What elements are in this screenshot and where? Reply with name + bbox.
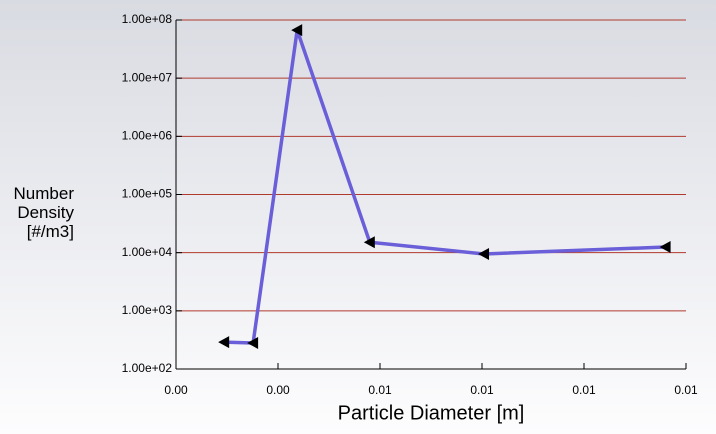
- marker: [247, 336, 259, 349]
- marker: [478, 247, 490, 260]
- marker: [363, 236, 375, 249]
- x-tick-label: 0.01: [368, 383, 392, 397]
- y-tick-label: 1.00e+03: [122, 303, 173, 317]
- x-tick-label: 0.01: [674, 383, 698, 397]
- y-tick-label: 1.00e+02: [122, 361, 173, 375]
- y-tick-label: 1.00e+06: [122, 129, 173, 143]
- y-tick-label: 1.00e+05: [122, 187, 173, 201]
- y-tick-label: 1.00e+08: [122, 12, 173, 26]
- y-axis-title: Number Density [#/m3]: [13, 184, 74, 241]
- y-tick-label: 1.00e+07: [122, 70, 173, 84]
- x-tick-label: 0.00: [164, 383, 188, 397]
- x-tick-label: 0.01: [470, 383, 494, 397]
- x-axis-title: Particle Diameter [m]: [338, 402, 525, 424]
- y-tick-label: 1.00e+04: [122, 245, 173, 259]
- marker: [659, 241, 671, 254]
- data-line: [224, 28, 666, 345]
- x-tick-label: 0.00: [266, 383, 290, 397]
- x-tick-label: 0.01: [572, 383, 596, 397]
- marker: [218, 336, 230, 349]
- marker: [291, 24, 303, 37]
